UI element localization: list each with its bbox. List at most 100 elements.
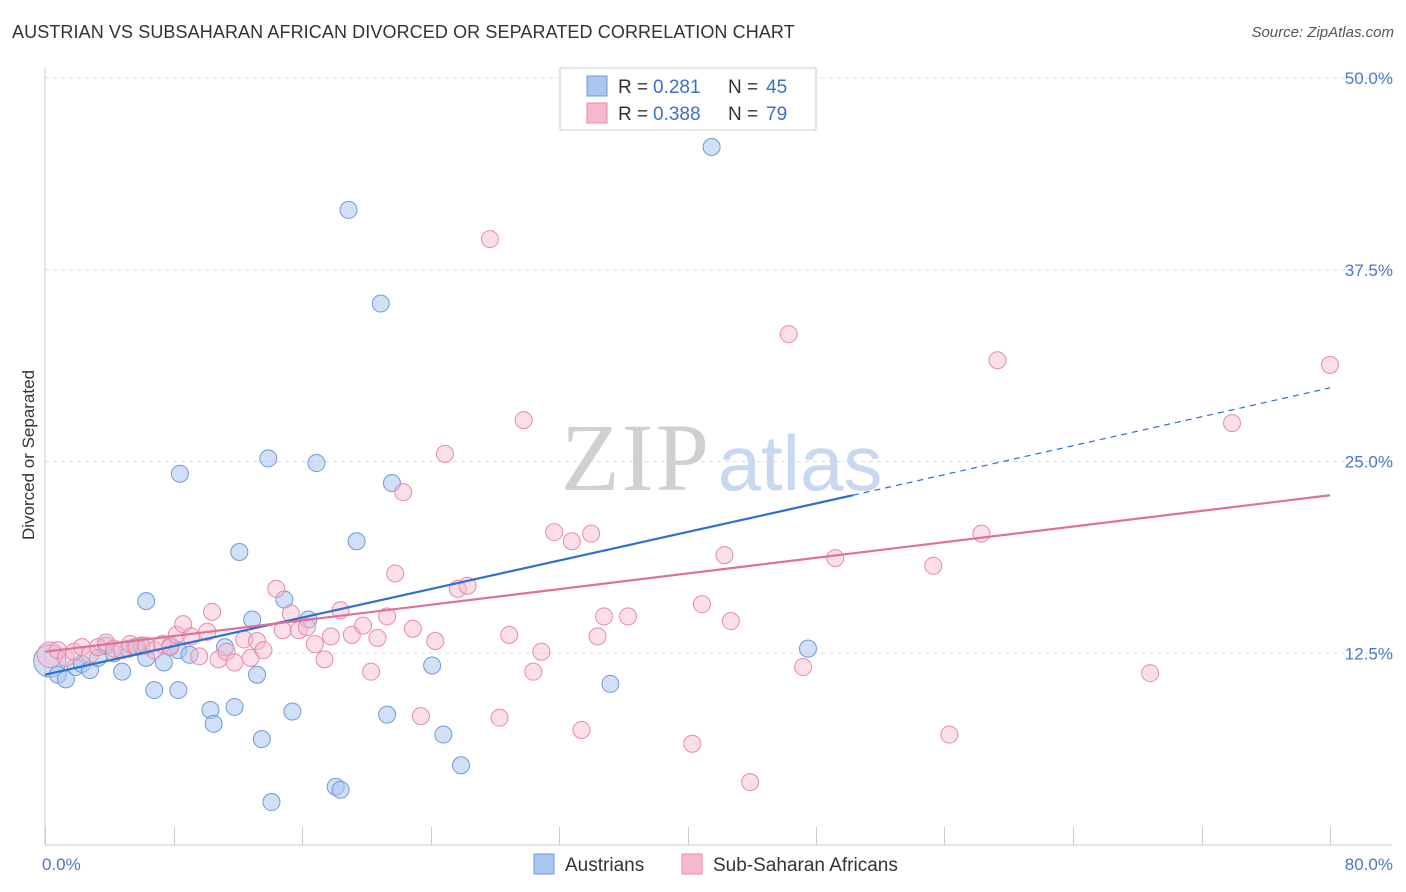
trend-lines xyxy=(44,387,1331,676)
data-point-ssa xyxy=(203,602,222,621)
data-point-ssa xyxy=(514,411,533,430)
data-point-austrians xyxy=(307,454,326,473)
y-tick-label: 50.0% xyxy=(1345,69,1393,88)
chart-title: AUSTRIAN VS SUBSAHARAN AFRICAN DIVORCED … xyxy=(12,22,795,42)
data-point-austrians xyxy=(347,532,366,551)
legend-swatch-austrians xyxy=(586,75,608,97)
data-point-austrians xyxy=(423,656,442,675)
data-point-ssa xyxy=(378,607,397,626)
legend-bottom: Austrians Sub-Saharan Africans xyxy=(533,853,898,876)
data-point-ssa xyxy=(572,720,591,739)
data-point-austrians xyxy=(154,653,173,672)
data-point-ssa xyxy=(394,483,413,502)
legend-n-label-austrians: N = xyxy=(728,77,758,98)
data-point-austrians xyxy=(252,730,271,749)
data-point-ssa xyxy=(354,616,373,635)
data-point-ssa xyxy=(254,641,273,660)
data-point-austrians xyxy=(113,662,132,681)
legend-top: R = 0.281 N = 45 R = 0.388 N = 79 xyxy=(559,67,817,131)
data-point-austrians xyxy=(378,705,397,724)
data-point-austrians xyxy=(169,681,188,700)
data-point-austrians xyxy=(145,681,164,700)
data-point-ssa xyxy=(435,444,454,463)
data-point-ssa xyxy=(794,658,813,677)
data-point-ssa xyxy=(588,627,607,646)
data-point-austrians xyxy=(331,780,350,799)
data-point-austrians xyxy=(339,200,358,219)
legend-r-label-ssa: R = xyxy=(618,104,648,125)
y-tick-label: 12.5% xyxy=(1345,644,1393,663)
legend-n-value-ssa: 79 xyxy=(766,104,787,125)
source-credit: Source: ZipAtlas.com xyxy=(1251,24,1394,41)
data-point-ssa xyxy=(297,618,316,637)
data-point-ssa xyxy=(480,230,499,249)
data-point-ssa xyxy=(127,638,146,657)
data-point-ssa xyxy=(362,662,381,681)
series-sub-saharan-africans xyxy=(36,230,1339,792)
data-point-austrians xyxy=(137,592,156,611)
data-point-ssa xyxy=(545,523,564,542)
data-point-ssa xyxy=(36,641,64,669)
data-point-austrians xyxy=(434,725,453,744)
x-tick-label-min: 0.0% xyxy=(42,855,81,874)
data-point-ssa xyxy=(924,556,943,575)
data-point-austrians xyxy=(262,793,281,812)
legend-bottom-swatch-ssa xyxy=(681,853,703,875)
data-point-ssa xyxy=(741,773,760,792)
watermark-zip: ZIP xyxy=(561,404,711,511)
data-point-ssa xyxy=(490,708,509,727)
trend-line-austrians xyxy=(44,494,854,676)
data-point-austrians xyxy=(180,645,199,664)
data-point-austrians xyxy=(225,697,244,716)
legend-n-label-ssa: N = xyxy=(728,104,758,125)
data-point-ssa xyxy=(248,631,267,650)
legend-bottom-swatch-austrians xyxy=(533,853,555,875)
data-point-ssa xyxy=(692,595,711,614)
data-point-ssa xyxy=(940,725,959,744)
data-point-ssa xyxy=(426,631,445,650)
data-point-ssa xyxy=(582,524,601,543)
y-tick-label: 25.0% xyxy=(1345,453,1393,472)
data-point-ssa xyxy=(779,325,798,344)
data-point-ssa xyxy=(972,524,991,543)
data-point-austrians xyxy=(283,702,302,721)
tick-labels: 12.5% 25.0% 37.5% 50.0% 0.0% 80.0% xyxy=(42,69,1393,874)
data-point-austrians xyxy=(702,138,721,157)
data-point-ssa xyxy=(368,628,387,647)
y-axis-label: Divorced or Separated xyxy=(19,370,38,540)
legend-r-value-austrians: 0.281 xyxy=(653,77,701,98)
legend-n-value-austrians: 45 xyxy=(766,77,787,98)
data-point-ssa xyxy=(315,650,334,669)
data-point-ssa xyxy=(411,707,430,726)
data-point-austrians xyxy=(248,665,267,684)
data-point-ssa xyxy=(1223,414,1242,433)
legend-bottom-label-austrians: Austrians xyxy=(565,855,644,876)
data-point-ssa xyxy=(500,625,519,644)
data-point-ssa xyxy=(386,564,405,583)
data-point-ssa xyxy=(1321,355,1339,374)
grid xyxy=(45,77,1392,654)
trend-line-ssa xyxy=(44,494,1331,653)
data-point-ssa xyxy=(321,627,340,646)
data-point-austrians xyxy=(798,639,817,658)
data-point-austrians xyxy=(601,674,620,693)
data-point-austrians xyxy=(230,543,249,562)
legend-r-label-austrians: R = xyxy=(618,77,648,98)
data-point-ssa xyxy=(524,662,543,681)
data-point-austrians xyxy=(204,714,223,733)
data-point-ssa xyxy=(715,546,734,565)
legend-swatch-ssa xyxy=(586,102,608,124)
data-point-ssa xyxy=(988,351,1007,370)
data-point-ssa xyxy=(267,579,286,598)
data-point-austrians xyxy=(371,294,390,313)
data-point-ssa xyxy=(190,647,209,666)
data-point-ssa xyxy=(594,607,613,626)
data-point-ssa xyxy=(403,619,422,638)
data-point-ssa xyxy=(1141,664,1160,683)
x-tick-label-max: 80.0% xyxy=(1345,855,1393,874)
data-point-ssa xyxy=(305,635,324,654)
data-point-ssa xyxy=(532,642,551,661)
legend-bottom-label-ssa: Sub-Saharan Africans xyxy=(713,855,898,876)
data-point-ssa xyxy=(826,549,845,568)
